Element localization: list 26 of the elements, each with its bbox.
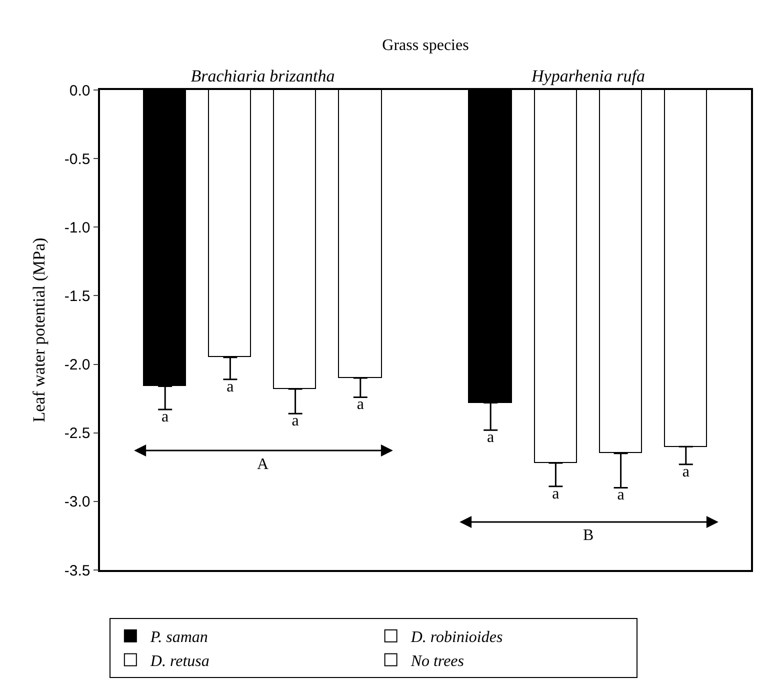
y-tick-label: -2.5 [64,425,90,442]
legend-label: No trees [410,652,464,670]
x-tick-label: Hyparhenia rufa [530,66,645,86]
annotation: B [583,527,594,544]
data-label: a [162,408,169,426]
data-label: a [552,485,560,502]
data-label: a [356,396,364,414]
legend-label: P. saman [149,629,208,646]
y-tick-label: -2.0 [64,356,90,374]
x-tick-label: Brachiaria brizantha [190,66,335,86]
y-tick-label: -3.5 [64,562,90,580]
y-tick-label: -0.5 [64,150,90,168]
data-label: a [682,463,690,480]
y-tick-label: -1.0 [64,219,90,236]
legend-label: D. robinioides [410,629,503,646]
x-axis-title: Grass species [382,36,469,54]
legend-label: D. retusa [149,652,210,670]
data-label: a [617,486,624,504]
data-label: a [226,378,234,396]
annotation: A [257,456,269,473]
data-label: a [487,429,494,446]
data-label: a [292,412,299,430]
y-tick-label: 0.0 [69,82,90,100]
y-tick-label: -1.5 [64,288,90,305]
y-tick-label: -3.0 [64,494,90,511]
y-axis-title: Leaf water potential (MPa) [29,238,48,422]
